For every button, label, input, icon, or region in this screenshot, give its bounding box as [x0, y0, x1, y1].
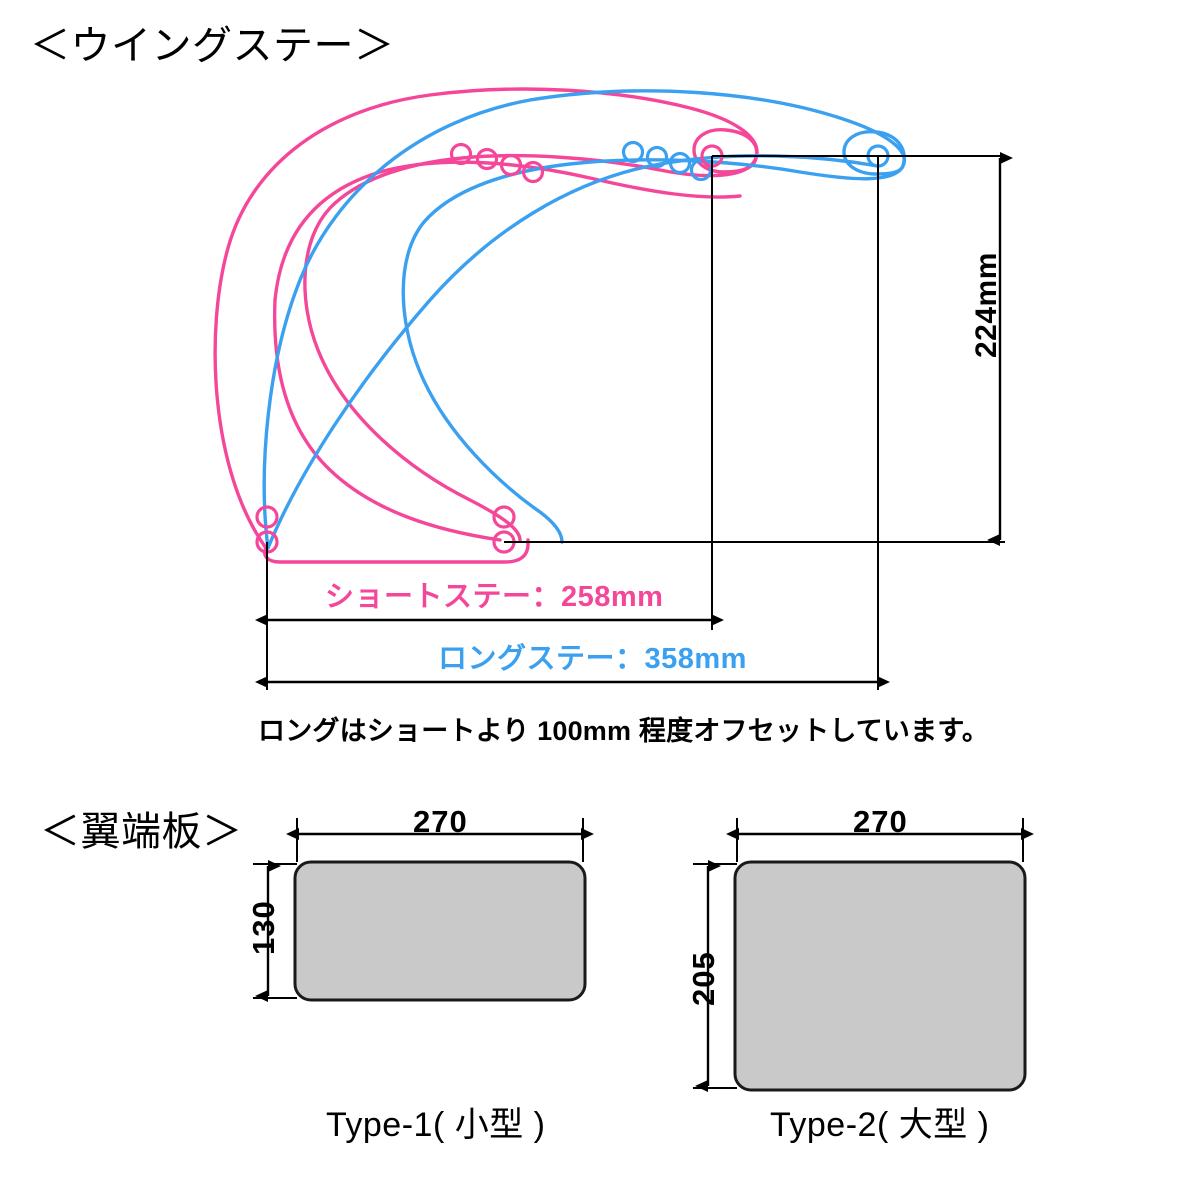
end-plate-heading: ＜翼端板＞ [40, 810, 243, 854]
type1-caption: Type-1( 小型 ) [326, 1106, 546, 1144]
offset-note: ロングはショートより 100mm 程度オフセットしています。 [258, 716, 990, 746]
dimension-label-long-stay: ロングステー：358mm [438, 643, 747, 675]
type1-height-label: 130 [246, 900, 281, 955]
end-plate-type1-shape [293, 860, 587, 1002]
type1-width-label: 270 [413, 804, 468, 839]
type2-height-label: 205 [686, 951, 721, 1006]
dimension-lines [266, 155, 1005, 690]
dimension-label-short-stay: ショートステー：258mm [325, 581, 664, 613]
pink-mount-hole-group [449, 142, 545, 184]
end-plate-type2-shape [733, 860, 1027, 1092]
blue-mount-hole-group [621, 140, 713, 182]
wing-stay-heading: ＜ウイングステー＞ [30, 24, 395, 68]
type2-caption: Type-2( 大型 ) [770, 1106, 990, 1144]
type2-width-label: 270 [853, 804, 908, 839]
